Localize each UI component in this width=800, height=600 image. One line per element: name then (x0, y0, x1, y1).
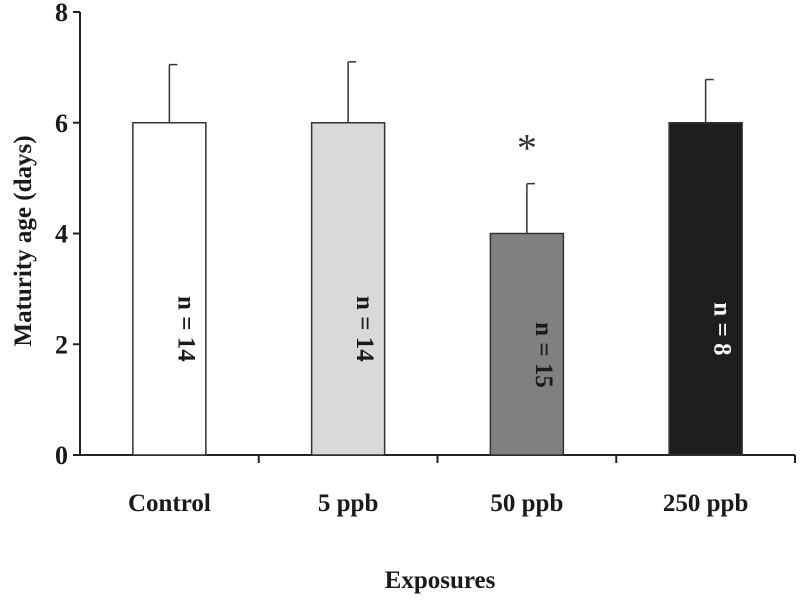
y-tick-label: 2 (55, 330, 68, 359)
significance-marker: * (517, 126, 537, 171)
x-axis-title: Exposures (385, 567, 496, 594)
bar-sample-size-label: n = 15 (530, 322, 557, 388)
bar-sample-size-label: n = 14 (172, 296, 199, 362)
x-tick-label: 50 ppb (490, 490, 563, 517)
y-tick-label: 0 (55, 441, 68, 470)
bar-sample-size-label: n = 8 (709, 302, 736, 355)
bar (310, 122, 386, 456)
x-tick-label: Control (128, 490, 211, 517)
y-axis-title: Maturity age (days) (10, 135, 37, 346)
x-tick-label: 250 ppb (663, 490, 748, 517)
y-tick-label: 4 (55, 220, 68, 249)
bar (489, 232, 565, 456)
y-tick-label: 6 (55, 109, 68, 138)
y-tick-label: 8 (55, 0, 68, 27)
x-tick-label: 5 ppb (318, 490, 378, 517)
bar (668, 122, 743, 456)
bar-sample-size-label: n = 14 (351, 296, 378, 362)
bar (132, 122, 207, 456)
